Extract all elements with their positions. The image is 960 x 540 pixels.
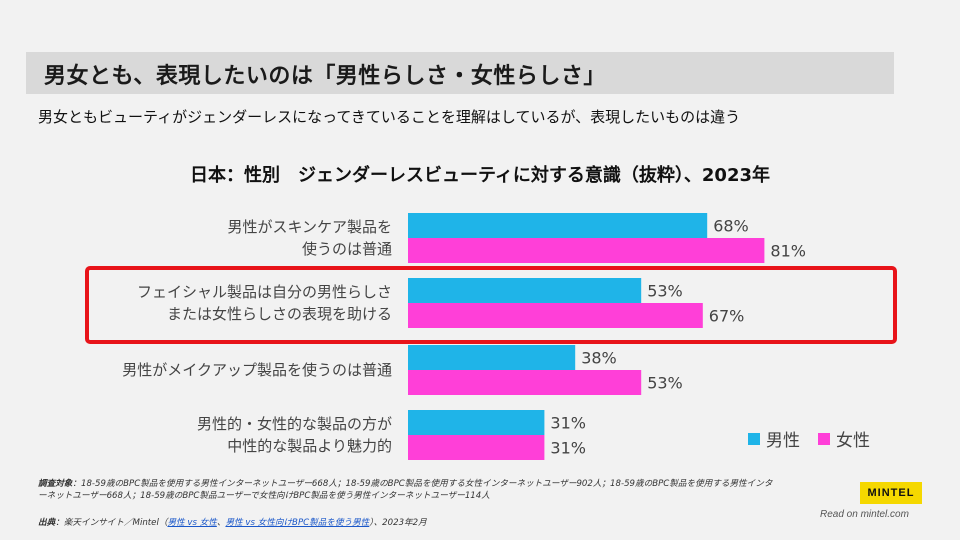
title-band [26,52,894,94]
chart-legend: 男性 女性 [748,426,870,451]
category-label-1-0: フェイシャル製品は自分の男性らしさ [137,283,392,301]
source-suffix: ）、2023年2月 [369,518,427,528]
source-line: 出典：楽天インサイト／Mintel（男性 vs 女性、男性 vs 女性向けBPC… [38,516,427,528]
source-label: 出典 [38,518,56,528]
read-on-link[interactable]: Read on mintel.com [820,509,909,520]
data-label-male-0: 68% [713,217,749,236]
legend-label-male: 男性 [766,431,800,451]
bar-male-0 [408,213,708,238]
page-subtitle: 男女ともビューティがジェンダーレスになってきていることを理解はしているが、表現し… [38,108,741,126]
page-title: 男女とも、表現したいのは「男性らしさ・女性らしさ」 [44,64,606,89]
chart-title: 日本：性別 ジェンダーレスビューティに対する意識（抜粋）、2023年 [189,165,770,186]
legend-swatch-male [748,432,760,445]
source-prefix: ：楽天インサイト／Mintel（ [55,518,168,528]
data-label-female-1: 67% [709,307,745,326]
data-label-male-1: 53% [647,282,683,301]
source-sep: 、 [216,518,226,528]
legend-label-female: 女性 [836,431,870,451]
category-label-2-0: 男性がメイクアップ製品を使うのは普通 [122,361,392,379]
survey-note: 調査対象：18-59歳のBPC製品を使用する男性インターネットユーザー668人；… [38,478,778,502]
data-label-male-2: 38% [581,349,617,368]
data-label-female-2: 53% [647,374,683,393]
legend-item-male: 男性 [748,426,800,451]
category-label-0-0: 男性がスキンケア製品を [227,218,392,236]
category-label-3-0: 男性的・女性的な製品の方が [197,415,392,433]
highlight-box [85,266,897,344]
data-label-male-3: 31% [550,414,586,433]
bar-female-0 [408,238,765,263]
source-link-1[interactable]: 男性 vs 女性 [167,518,217,528]
mintel-logo: MINTEL [860,482,922,504]
data-label-female-3: 31% [550,439,586,458]
survey-note-text: ：18-59歳のBPC製品を使用する男性インターネットユーザー668人；18-5… [38,479,773,501]
bar-female-2 [408,370,642,395]
bar-male-1 [408,278,642,303]
category-label-0-1: 使うのは普通 [302,240,392,258]
bar-female-3 [408,435,545,460]
legend-item-female: 女性 [818,426,870,451]
category-label-3-1: 中性的な製品より魅力的 [227,437,392,455]
source-link-2[interactable]: 男性 vs 女性向けBPC製品を使う男性 [225,518,370,528]
survey-note-label: 調査対象 [38,479,73,489]
bar-male-3 [408,410,545,435]
legend-swatch-female [818,432,830,445]
data-label-female-0: 81% [770,242,806,261]
category-label-1-1: または女性らしさの表現を助ける [167,305,392,323]
bar-male-2 [408,345,576,370]
bar-female-1 [408,303,703,328]
